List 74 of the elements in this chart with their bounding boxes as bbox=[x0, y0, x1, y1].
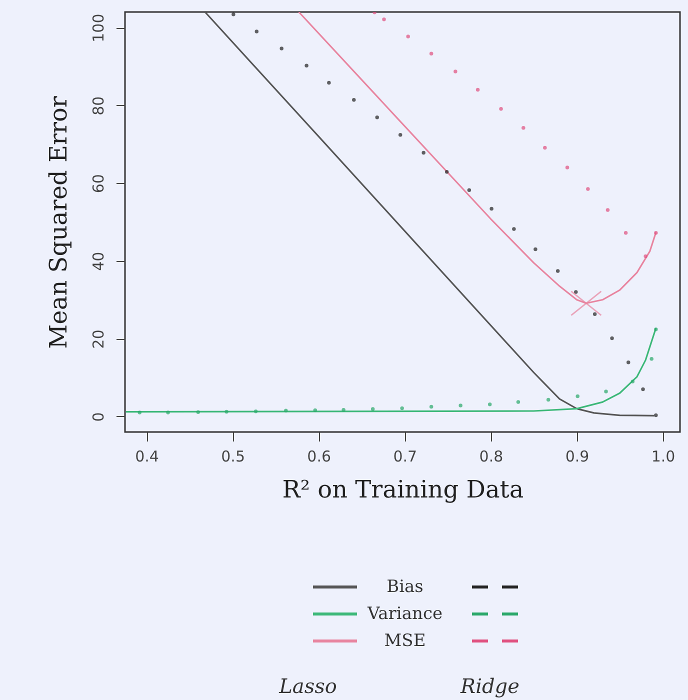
point bbox=[352, 98, 356, 102]
point bbox=[254, 410, 258, 414]
point bbox=[574, 290, 578, 294]
point bbox=[406, 34, 410, 38]
point bbox=[313, 408, 318, 412]
point bbox=[370, 407, 375, 411]
point bbox=[626, 360, 630, 364]
point bbox=[280, 46, 284, 50]
y-axis-title: Mean Squared Error bbox=[44, 96, 72, 349]
point bbox=[458, 404, 462, 408]
point bbox=[400, 406, 404, 410]
y-tick-label: 20 bbox=[90, 330, 108, 349]
point bbox=[499, 106, 503, 111]
point bbox=[342, 408, 346, 412]
point bbox=[488, 402, 492, 406]
point bbox=[166, 410, 170, 414]
point bbox=[586, 187, 590, 191]
point bbox=[196, 410, 200, 414]
point bbox=[604, 390, 608, 394]
text: Lasso bbox=[278, 674, 337, 698]
legend-label: Bias bbox=[386, 577, 424, 597]
y-tick-label: 80 bbox=[90, 96, 108, 116]
x-tick-label: 0.4 bbox=[135, 448, 159, 466]
point bbox=[422, 150, 426, 155]
text: Ridge bbox=[460, 674, 520, 698]
point bbox=[232, 12, 236, 16]
point bbox=[654, 413, 658, 418]
y-tick-label: 100 bbox=[90, 14, 108, 42]
legend-label: Variance bbox=[366, 604, 443, 624]
x-tick-label: 0.5 bbox=[221, 448, 245, 466]
point bbox=[476, 88, 480, 92]
point bbox=[304, 64, 308, 68]
point bbox=[565, 166, 570, 170]
x-tick-label: 1.0 bbox=[651, 448, 676, 466]
y-tick-label: 0 bbox=[90, 412, 108, 422]
point bbox=[654, 231, 658, 235]
point bbox=[556, 269, 560, 273]
point bbox=[546, 398, 550, 402]
point bbox=[592, 312, 597, 316]
point bbox=[375, 116, 379, 120]
x-tick-label: 0.7 bbox=[393, 448, 418, 466]
point bbox=[138, 410, 142, 414]
point bbox=[429, 404, 434, 409]
point bbox=[576, 394, 580, 398]
point bbox=[254, 30, 259, 34]
y-tick-label: 40 bbox=[90, 252, 108, 271]
point bbox=[467, 188, 472, 192]
point bbox=[429, 52, 434, 56]
point bbox=[630, 380, 635, 384]
y-tick-label: 60 bbox=[90, 174, 108, 194]
x-tick-label: 0.8 bbox=[479, 448, 504, 466]
point bbox=[284, 408, 288, 412]
point bbox=[454, 70, 458, 74]
point bbox=[444, 170, 449, 174]
point bbox=[327, 80, 331, 85]
point bbox=[641, 387, 645, 392]
x-axis-title: R² on Training Data bbox=[282, 476, 524, 504]
legend-label: MSE bbox=[384, 631, 426, 651]
x-tick-label: 0.6 bbox=[307, 448, 332, 466]
point bbox=[543, 146, 547, 150]
point bbox=[522, 126, 526, 130]
point bbox=[382, 18, 386, 22]
point bbox=[490, 206, 494, 211]
point bbox=[644, 254, 648, 258]
point bbox=[606, 208, 610, 212]
point bbox=[516, 400, 520, 404]
x-tick-label: 0.9 bbox=[565, 448, 590, 466]
point bbox=[654, 327, 658, 332]
point bbox=[610, 336, 614, 340]
point bbox=[398, 133, 402, 137]
point bbox=[512, 227, 516, 231]
point bbox=[650, 357, 654, 361]
point bbox=[624, 231, 628, 235]
point bbox=[534, 247, 538, 252]
